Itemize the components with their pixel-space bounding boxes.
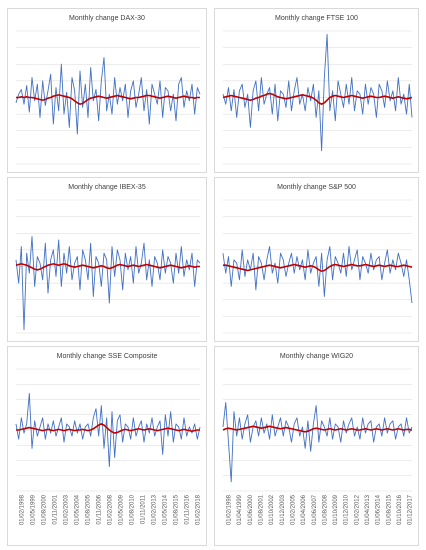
x-tick-label: 01/02/2013: [152, 494, 158, 525]
x-tick-label: 01/04/1999: [237, 494, 243, 525]
series-line-trend: [15, 263, 200, 271]
x-tick-label: 01/05/2004: [75, 494, 81, 525]
x-tick-label: 01/05/2014: [163, 494, 169, 525]
chart-panel-wig20: Monthly change WIG20 01/02/1998 01/04/199…: [214, 346, 419, 546]
x-tick-label: 01/11/2016: [185, 494, 191, 524]
series-line-trend: [16, 94, 200, 105]
x-tick-label: 01/02/2005: [290, 494, 296, 525]
series-line-trend: [16, 423, 200, 434]
series-line-monthly-change: [222, 402, 413, 483]
x-tick-label: 01/06/2007: [312, 494, 318, 525]
chart-title: Monthly change WIG20: [279, 353, 354, 360]
x-tick-label: 01/08/2001: [259, 494, 265, 525]
chart-title: Monthly change FTSE 100: [275, 15, 358, 22]
chart-panel-sp500: Monthly change S&P 500: [214, 177, 419, 342]
chart-title: Monthly change DAX-30: [69, 15, 145, 22]
chart-title: Monthly change S&P 500: [277, 184, 356, 191]
x-tick-label: 01/11/2001: [53, 494, 59, 524]
x-tick-label: 01/10/2009: [333, 494, 339, 525]
chart-title: Monthly change IBEX-35: [68, 184, 146, 191]
x-tick-label: 01/08/2015: [174, 494, 180, 525]
chart-plot: [222, 30, 413, 165]
x-tick-label: 01/06/2014: [376, 494, 382, 525]
x-tick-label: 01/08/2000: [42, 494, 48, 525]
x-tick-label: 01/12/2010: [344, 494, 350, 525]
x-tick-label: 01/06/2000: [248, 494, 254, 525]
chart-plot: [15, 199, 201, 334]
x-tick-label: 01/08/2008: [322, 494, 328, 525]
series-line-trend: [222, 92, 413, 105]
x-tick-label: 01/02/1998: [227, 494, 233, 525]
series-line-monthly-change: [15, 392, 201, 468]
chart-panel-ibex: Monthly change IBEX-35: [7, 177, 207, 342]
chart-plot: 01/02/1998 01/04/1999 01/06/2000 01/08/2001…: [222, 368, 414, 525]
x-tick-label: 01/08/2005: [86, 494, 92, 525]
x-tick-label: 01/12/2017: [408, 494, 414, 525]
x-tick-label: 01/04/2006: [301, 494, 307, 525]
chart-title: Monthly change SSE Composite: [56, 353, 158, 360]
series-line-monthly-change: [15, 236, 201, 331]
chart-plot: 01/02/1998 01/05/1999 01/08/2000 01/11/2001…: [15, 368, 202, 525]
x-tick-label: 01/11/2006: [97, 494, 103, 524]
series-line-trend: [223, 263, 413, 272]
x-tick-label: 01/02/2012: [354, 494, 360, 525]
series-line-trend: [222, 425, 413, 433]
chart-panel-ftse: Monthly change FTSE 100: [214, 8, 419, 173]
x-tick-label: 01/05/2009: [119, 494, 125, 525]
x-tick-label: 01/08/2010: [130, 494, 136, 525]
x-tick-label: 01/10/2002: [269, 494, 275, 525]
x-tick-label: 01/02/1998: [20, 494, 26, 525]
x-tick-label: 01/02/2008: [108, 494, 114, 525]
x-tick-label: 01/11/2011: [141, 494, 147, 524]
chart-panel-dax: Monthly change DAX-30: [7, 8, 207, 173]
x-tick-label: 01/08/2015: [386, 494, 392, 525]
series-line-monthly-change: [222, 246, 413, 304]
x-tick-label: 01/12/2003: [280, 494, 286, 525]
chart-panel-sse: Monthly change SSE Composite 01/02/1998 0…: [7, 346, 207, 546]
chart-plot: [15, 30, 201, 165]
series-line-monthly-change: [15, 57, 201, 135]
x-tick-label: 01/05/1999: [31, 494, 37, 525]
x-tick-label: 01/02/2003: [64, 494, 70, 525]
x-tick-label: 01/02/2018: [196, 494, 202, 525]
x-tick-label: 01/10/2016: [397, 494, 403, 525]
x-tick-label: 01/04/2013: [365, 494, 371, 525]
series-line-monthly-change: [222, 33, 413, 152]
chart-plot: [222, 199, 413, 334]
